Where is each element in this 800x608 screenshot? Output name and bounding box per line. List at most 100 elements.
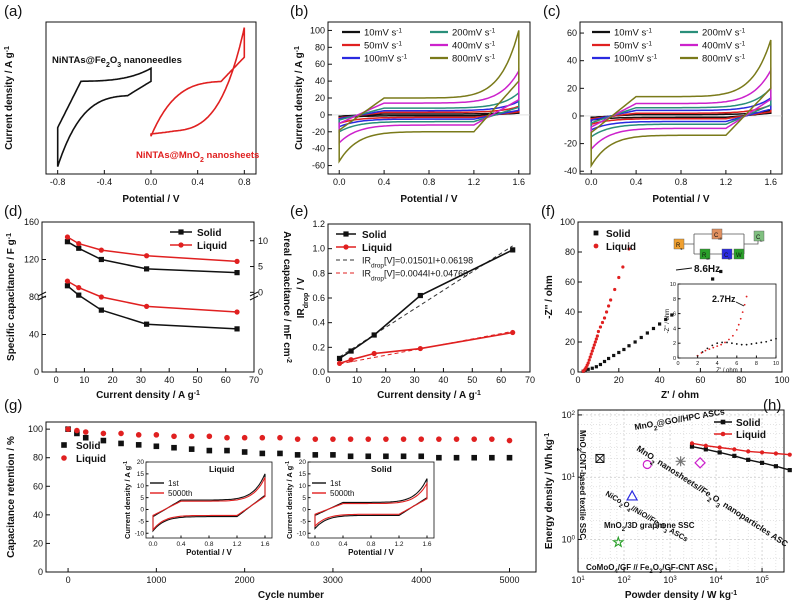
y-axis-label: Energy density / Wh kg-1 <box>544 433 556 549</box>
cv-loop <box>338 100 520 128</box>
data-point <box>294 436 301 442</box>
panel-label: (c) <box>543 3 561 20</box>
data-point <box>65 426 71 432</box>
circuit-label: Rct <box>702 253 710 261</box>
inset-point <box>716 342 719 345</box>
data-point <box>589 352 593 356</box>
y-axis-label: -Z'' / ohm <box>544 275 555 319</box>
inset-point <box>755 342 758 345</box>
x-tick-label: 8 <box>755 361 758 367</box>
ref-marker <box>642 459 652 470</box>
data-point <box>703 447 708 452</box>
legend-label: 400mV s-1 <box>452 40 496 52</box>
data-point <box>703 443 708 448</box>
data-point <box>365 436 372 442</box>
ref-marker <box>595 453 605 463</box>
data-point <box>76 245 82 251</box>
x-tick-label: 1.6 <box>513 177 526 187</box>
y-tick-label: 10 <box>670 282 676 288</box>
data-point <box>417 345 423 352</box>
data-point <box>592 343 596 347</box>
x-tick-label: 104 <box>709 575 723 585</box>
panel-e: 0 10 20 30 40 50 60 70 0.0 0.2 0.4 0.6 0.8 1.0 1.2 Curr… <box>296 219 535 401</box>
legend-label: Solid <box>606 229 630 240</box>
panel-label: (a) <box>4 3 22 20</box>
y-tick-label: 0 <box>38 567 43 577</box>
inset-title: Solid <box>371 464 392 474</box>
data-point <box>348 348 354 354</box>
x-axis-label: Z' / ohm <box>716 368 737 374</box>
legend-label: 1st <box>168 479 179 488</box>
x-tick-label: 102 <box>617 575 631 585</box>
y-tick-label: 0 <box>572 111 577 121</box>
legend-label: 1st <box>330 479 341 488</box>
x-tick-label: 100 <box>774 375 789 385</box>
x-tick-label: 6 <box>735 361 738 367</box>
circuit-element <box>733 248 745 260</box>
data-point <box>746 449 751 454</box>
legend-label: 10mV s-1 <box>364 27 402 39</box>
x-tick-label: 70 <box>249 375 259 385</box>
y-tick-label: 20 <box>565 337 575 347</box>
data-point <box>347 436 354 442</box>
y-tick-label: -20 <box>564 139 577 149</box>
cv-loop <box>56 66 152 167</box>
legend-label: 800mV s-1 <box>702 53 746 65</box>
panel-label: (d) <box>4 203 22 220</box>
inset-point <box>708 348 711 351</box>
y-tick-label: 60 <box>567 28 577 38</box>
annotation-text: 8.6Hz <box>694 264 720 275</box>
y-tick-label: 101 <box>562 472 576 482</box>
ref-label: MnO2/CNT-based textile SSC <box>575 430 587 539</box>
inset-point <box>775 337 777 340</box>
cv-loop <box>590 103 772 126</box>
data-point <box>590 366 594 370</box>
y-tick-label: 102 <box>562 410 576 420</box>
y-tick-label: 20 <box>315 93 325 103</box>
y-tick-label: -10 <box>297 530 307 537</box>
inset-point <box>745 295 748 298</box>
inset-point <box>704 349 707 352</box>
data-point <box>670 313 674 317</box>
x-tick-label: 0.4 <box>176 541 185 548</box>
x-tick-label: 0 <box>66 575 71 585</box>
data-point <box>143 303 150 309</box>
data-point <box>590 349 594 353</box>
series-line <box>67 280 238 313</box>
x-tick-label: 20 <box>381 375 391 385</box>
y-tick-label: 100 <box>310 25 325 35</box>
data-point <box>118 440 124 447</box>
x-tick-label: 101 <box>571 575 585 585</box>
y-tick-label: 20 <box>567 83 577 93</box>
y2-tick-label: 5 <box>258 262 263 272</box>
data-point <box>347 453 354 460</box>
data-point <box>82 429 89 435</box>
x-tick-label: 0.0 <box>310 541 319 548</box>
ref-marker <box>694 456 706 469</box>
cv-loop <box>152 477 266 532</box>
data-point <box>400 453 407 460</box>
panel-h: 101 102 103 104 105 100 101 102 Powder density /… <box>544 406 792 601</box>
cv-loop <box>338 109 520 120</box>
data-point <box>98 307 104 313</box>
data-point <box>98 247 104 253</box>
data-point <box>100 437 107 444</box>
y-tick-label: -20 <box>312 127 325 137</box>
legend-marker <box>593 243 599 249</box>
x-tick-label: 0.4 <box>191 177 204 187</box>
circuit-label: CL <box>724 253 731 261</box>
y-tick-label: 60 <box>33 481 43 491</box>
circuit-element <box>721 248 733 260</box>
x-tick-label: 4 <box>716 361 719 367</box>
inset-point <box>721 341 723 344</box>
legend-label: Solid <box>736 418 760 429</box>
x-axis-label: Potential / V <box>122 194 180 205</box>
x-tick-label: 60 <box>695 375 705 385</box>
circuit-label: W <box>736 253 742 259</box>
inset-point <box>716 345 719 348</box>
x-tick-label: 2 <box>696 361 699 367</box>
inset-point <box>720 343 723 346</box>
annotation-text: NiNTAs@MnO2 nanosheets <box>136 150 259 164</box>
data-point <box>143 321 150 327</box>
